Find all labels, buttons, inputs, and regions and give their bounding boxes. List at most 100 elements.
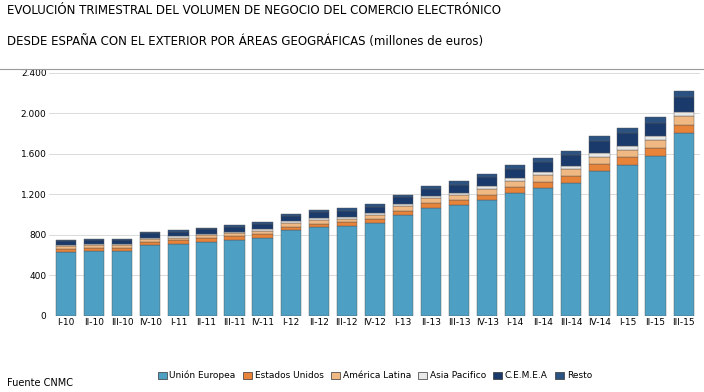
Bar xyxy=(281,221,301,223)
Bar xyxy=(393,211,413,215)
Bar xyxy=(112,248,132,251)
Bar xyxy=(449,185,469,192)
Bar xyxy=(140,239,161,241)
Bar xyxy=(646,136,666,140)
Bar xyxy=(561,169,582,176)
Bar xyxy=(140,233,161,238)
Bar xyxy=(308,212,329,218)
Bar xyxy=(196,235,217,238)
Bar xyxy=(225,232,245,233)
Bar xyxy=(421,186,441,189)
Bar xyxy=(617,157,638,165)
Bar xyxy=(477,178,497,186)
Bar xyxy=(140,232,161,233)
Bar xyxy=(308,227,329,316)
Bar xyxy=(533,158,553,162)
Bar xyxy=(449,181,469,185)
Bar xyxy=(56,246,76,249)
Bar xyxy=(365,219,385,223)
Bar xyxy=(225,236,245,240)
Bar xyxy=(365,205,385,207)
Bar xyxy=(112,245,132,248)
Bar xyxy=(617,165,638,316)
Bar xyxy=(56,249,76,252)
Bar xyxy=(561,183,582,316)
Bar xyxy=(674,125,693,133)
Bar xyxy=(112,251,132,316)
Bar xyxy=(196,229,217,234)
Bar xyxy=(281,230,301,316)
Bar xyxy=(505,193,525,316)
Bar xyxy=(589,153,610,156)
Text: EVOLUCIÓN TRIMESTRAL DEL VOLUMEN DE NEGOCIO DEL COMERCIO ELECTRÓNICO: EVOLUCIÓN TRIMESTRAL DEL VOLUMEN DE NEGO… xyxy=(7,4,501,17)
Bar xyxy=(421,203,441,208)
Bar xyxy=(561,151,582,155)
Bar xyxy=(617,128,638,133)
Bar xyxy=(617,146,638,150)
Bar xyxy=(337,219,357,222)
Bar xyxy=(646,123,666,136)
Bar xyxy=(225,225,245,227)
Bar xyxy=(477,174,497,178)
Bar xyxy=(617,133,638,146)
Bar xyxy=(505,178,525,181)
Bar xyxy=(421,198,441,203)
Bar xyxy=(196,238,217,241)
Bar xyxy=(84,251,104,316)
Bar xyxy=(112,240,132,244)
Bar xyxy=(646,156,666,316)
Bar xyxy=(393,206,413,211)
Bar xyxy=(533,188,553,316)
Bar xyxy=(56,241,76,245)
Bar xyxy=(337,209,357,211)
Bar xyxy=(253,224,272,229)
Bar xyxy=(589,141,610,153)
Bar xyxy=(253,238,272,316)
Bar xyxy=(449,200,469,205)
Bar xyxy=(84,239,104,240)
Bar xyxy=(646,148,666,156)
Text: DESDE ESPAÑA CON EL EXTERIOR POR ÁREAS GEOGRÁFICAS (millones de euros): DESDE ESPAÑA CON EL EXTERIOR POR ÁREAS G… xyxy=(7,35,483,48)
Bar xyxy=(477,189,497,194)
Bar xyxy=(196,241,217,316)
Text: Fuente CNMC: Fuente CNMC xyxy=(7,378,73,388)
Bar xyxy=(253,234,272,238)
Bar xyxy=(253,222,272,224)
Bar xyxy=(505,165,525,169)
Bar xyxy=(168,240,189,244)
Bar xyxy=(168,244,189,316)
Bar xyxy=(308,220,329,223)
Bar xyxy=(308,211,329,212)
Bar xyxy=(112,239,132,240)
Bar xyxy=(449,192,469,195)
Bar xyxy=(168,238,189,240)
Bar xyxy=(505,169,525,178)
Bar xyxy=(281,223,301,227)
Bar xyxy=(393,197,413,204)
Bar xyxy=(84,240,104,244)
Bar xyxy=(561,166,582,169)
Bar xyxy=(674,133,693,316)
Bar xyxy=(308,218,329,220)
Bar xyxy=(225,240,245,316)
Bar xyxy=(56,240,76,241)
Bar xyxy=(589,164,610,171)
Bar xyxy=(449,195,469,200)
Bar xyxy=(365,213,385,215)
Bar xyxy=(365,223,385,316)
Bar xyxy=(84,244,104,245)
Bar xyxy=(617,150,638,157)
Bar xyxy=(84,245,104,248)
Bar xyxy=(589,171,610,316)
Bar xyxy=(140,245,161,316)
Bar xyxy=(561,176,582,183)
Bar xyxy=(589,136,610,141)
Bar xyxy=(168,230,189,232)
Bar xyxy=(646,140,666,148)
Bar xyxy=(56,252,76,316)
Bar xyxy=(225,227,245,232)
Bar xyxy=(674,91,693,97)
Bar xyxy=(533,181,553,188)
Bar xyxy=(337,227,357,316)
Bar xyxy=(505,187,525,193)
